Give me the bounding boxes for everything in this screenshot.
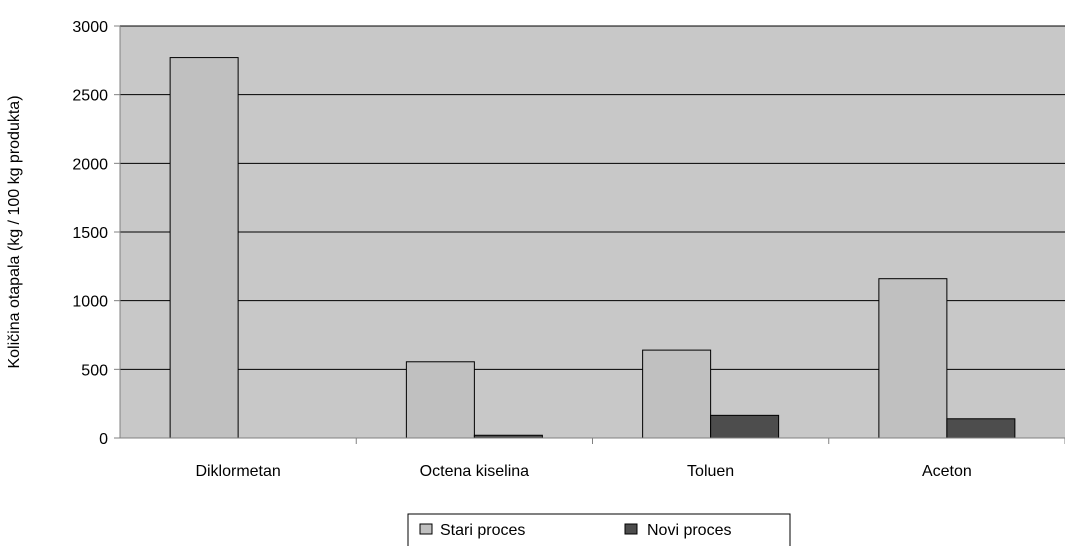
x-tick-label: Diklormetan <box>195 463 280 480</box>
legend-label-stari: Stari proces <box>440 522 525 539</box>
y-tick-label: 500 <box>81 362 108 379</box>
y-tick-label: 2500 <box>72 88 108 105</box>
bar-stari-0 <box>169 57 239 439</box>
y-tick-label: 2000 <box>72 156 108 173</box>
legend-swatch-stari <box>419 523 433 535</box>
legend-swatch-novi <box>624 523 638 535</box>
y-tick-label: 1000 <box>72 294 108 311</box>
gridlines <box>120 25 1065 370</box>
y-axis-ticks: 0 500 1000 1500 2000 2500 3000 <box>72 19 120 448</box>
bar-novi-3 <box>946 418 1016 439</box>
legend-box <box>407 513 791 546</box>
bar-stari-2 <box>642 349 712 439</box>
bar-novi-2 <box>710 414 780 439</box>
y-tick-label: 0 <box>99 431 108 448</box>
legend-label-novi: Novi proces <box>647 522 731 539</box>
bars <box>169 57 1016 439</box>
y-tick-label: 3000 <box>72 19 108 36</box>
x-tick-label: Toluen <box>687 463 734 480</box>
x-axis-ticks: Diklormetan Octena kiselina Toluen Aceton <box>195 438 1065 480</box>
y-axis-title: Količina otapala (kg / 100 kg produkta) <box>6 95 23 368</box>
legend: Stari proces Novi proces <box>407 513 791 546</box>
x-tick-label: Aceton <box>922 463 972 480</box>
y-tick-label: 1500 <box>72 225 108 242</box>
bar-stari-3 <box>878 278 948 439</box>
x-tick-label: Octena kiselina <box>420 463 529 480</box>
bar-stari-1 <box>405 361 475 439</box>
